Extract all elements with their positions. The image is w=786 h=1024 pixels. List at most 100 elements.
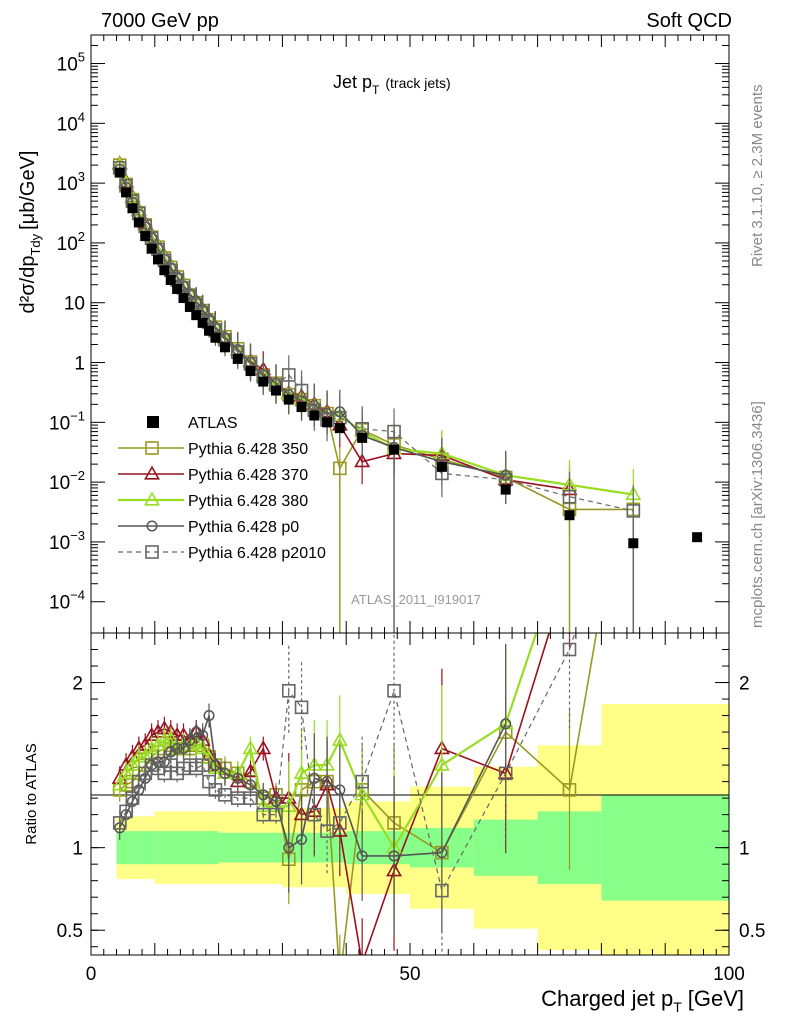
ratio-marker-p2010 [435, 883, 449, 898]
legend-entry-p370: Pythia 6.428 370 [118, 465, 308, 484]
y-tick-label: 10−3 [49, 528, 85, 554]
band-inner [218, 832, 283, 863]
ratio-marker-p2010 [627, 445, 639, 457]
marker-p2010 [294, 383, 309, 398]
atlas-point [322, 417, 333, 428]
plot-title: Jet pT (track jets) [333, 72, 451, 97]
atlas-point [436, 461, 447, 472]
legend-marker-p2010 [145, 545, 159, 559]
legend-label: Pythia 6.428 p2010 [188, 545, 326, 562]
ratio-marker-p380 [156, 731, 173, 746]
ratio-marker-p0 [209, 759, 221, 771]
series-p380 [111, 155, 642, 521]
ratio-y-tick-label: 1 [72, 839, 83, 860]
ratio-marker-p0 [232, 772, 244, 784]
ratio-y-tick-label: 0.5 [57, 921, 83, 942]
plot-title-note: (track jets) [385, 75, 450, 91]
y-tick-label-base: 10 [49, 593, 70, 614]
y-tick-label-base: 1 [74, 354, 85, 375]
atlas-point [296, 402, 307, 413]
ratio-marker-p2010 [112, 816, 127, 830]
ratio-marker-p350 [627, 412, 639, 424]
y-tick-label-base: 10 [57, 114, 78, 135]
ratio-y-tick-label-right: 0.5 [739, 921, 765, 942]
atlas-point [564, 510, 575, 521]
atlas-point [283, 394, 294, 405]
legend-marker-atlas [147, 416, 159, 428]
y-axis-label-unit: [μb/GeV] [17, 151, 39, 230]
legend-entry-p2010: Pythia 6.428 p2010 [118, 545, 326, 562]
ratio-marker-p2010 [562, 642, 577, 657]
y-tick-label-exp: −3 [70, 528, 85, 543]
y-axis-label-sub: Tdy [28, 233, 43, 255]
y-axis-label-main: d²σ/dp [17, 256, 39, 314]
atlas-point [271, 385, 282, 396]
atlas-point [389, 444, 400, 455]
y-tick-label-base: 10 [49, 533, 70, 554]
ratio-marker-p2010 [333, 816, 347, 830]
ratio-marker-p0 [270, 795, 282, 807]
ratio-marker-p2010 [294, 700, 309, 715]
ratio-y-tick-label: 2 [72, 674, 83, 695]
ratio-marker-p0 [257, 789, 269, 801]
ratio-marker-p2010 [355, 774, 369, 789]
atlas-point [628, 538, 639, 549]
x-axis-label-sub: T [673, 999, 682, 1015]
legend-label: ATLAS [188, 415, 238, 432]
marker-p2010 [333, 410, 347, 425]
main-plot-data-points [114, 167, 703, 549]
ratio-marker-p2010 [320, 824, 334, 838]
x-axis-label-main: Charged jet p [541, 986, 673, 1011]
atlas-point [184, 301, 195, 312]
legend: ATLAS Pythia 6.428 350 Pythia 6.428 370 Pyt… [118, 415, 326, 562]
atlas-point [245, 366, 256, 377]
ratio-plot-ticks: 0.5 0.5 1 1 2 2 0 50 100 [57, 633, 765, 985]
plot-title-main: Jet p [333, 72, 372, 92]
legend-marker-p370 [144, 465, 160, 480]
ratio-marker-p370 [331, 822, 348, 837]
marker-p2010 [562, 489, 577, 504]
y-tick-label-base: 10 [49, 413, 70, 434]
ratio-marker-p2010 [307, 807, 322, 822]
analysis-id: ATLAS_2011_I919017 [351, 592, 481, 607]
legend-entry-p380: Pythia 6.428 380 [118, 491, 308, 510]
atlas-point [133, 217, 144, 228]
ratio-x-tick-label: 100 [713, 964, 745, 985]
ratio-marker-p2010 [387, 683, 401, 698]
atlas-point [165, 274, 176, 285]
atlas-point [197, 317, 208, 328]
ratio-marker-p0 [295, 833, 308, 845]
y-tick-label-base: 10 [49, 473, 70, 494]
atlas-point [178, 292, 189, 303]
atlas-point [500, 484, 511, 495]
ratio-marker-p0 [197, 729, 209, 741]
ratio-marker-p380 [242, 740, 259, 755]
marker-p370 [354, 453, 371, 468]
atlas-point [159, 265, 170, 276]
legend-entry-p350: Pythia 6.428 350 [118, 441, 308, 458]
y-tick-label: 10−4 [49, 588, 85, 614]
atlas-point [309, 410, 320, 421]
ratio-y-tick-label-right: 1 [739, 839, 750, 860]
band-inner [116, 831, 155, 865]
ratio-marker-p0 [388, 850, 400, 862]
legend-marker-p350 [145, 441, 159, 455]
rivet-label: Rivet 3.1.10, ≥ 2.3M events [749, 85, 766, 268]
ratio-x-tick-label: 0 [86, 964, 97, 985]
ratio-marker-p0 [165, 746, 177, 758]
y-tick-label: 10−1 [49, 408, 85, 434]
ratio-plot: 0.5 0.5 1 1 2 2 0 50 100 Ratio to ATLAS Charged … [23, 412, 765, 1015]
y-tick-label: 1 [74, 354, 85, 375]
atlas-point [152, 254, 163, 265]
y-tick-label-exp: 3 [78, 169, 85, 184]
series-p0 [114, 162, 512, 500]
y-tick-label-exp: 5 [78, 50, 85, 65]
ratio-marker-p0 [283, 842, 295, 854]
ratio-marker-p0 [171, 743, 183, 755]
y-tick-label: 104 [57, 109, 85, 135]
ratio-marker-p2010 [269, 807, 283, 822]
ratio-marker-p0 [356, 850, 368, 862]
x-axis-label-unit: [GeV] [688, 986, 744, 1011]
